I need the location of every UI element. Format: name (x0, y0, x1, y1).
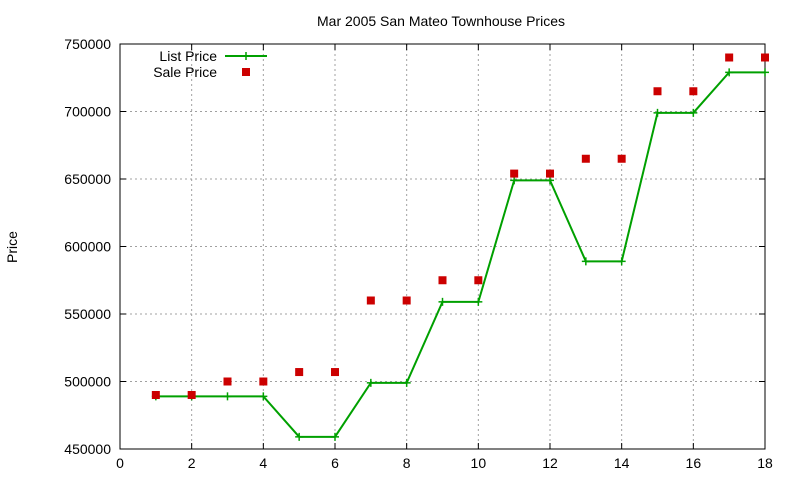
x-tick-label: 8 (403, 455, 411, 471)
y-tick-label: 750000 (64, 36, 111, 52)
legend-label-list-price: List Price (159, 48, 217, 64)
list-price-point (295, 432, 304, 441)
sale-price-point (689, 87, 698, 96)
y-tick-label: 650000 (64, 171, 111, 187)
x-tick-label: 14 (614, 455, 630, 471)
legend-label-sale-price: Sale Price (153, 64, 217, 80)
sale-price-point (474, 276, 483, 285)
list-price-point (546, 176, 554, 185)
sale-price-point (187, 391, 196, 399)
sale-price-point (617, 154, 626, 163)
y-tick-label: 700000 (64, 104, 111, 120)
sale-price-point (223, 377, 232, 386)
list-price-point (725, 68, 734, 77)
sale-price-point (331, 368, 339, 377)
x-tick-label: 12 (542, 455, 558, 471)
list-price-point (617, 257, 626, 266)
list-price-line (155, 71, 765, 438)
chart-title: Mar 2005 San Mateo Townhouse Prices (317, 13, 565, 29)
y-tick-label: 500000 (64, 374, 111, 390)
list-price-point (366, 378, 375, 387)
sale-price-point (402, 296, 411, 305)
y-axis-label: Price (4, 231, 20, 263)
x-tick-label: 16 (686, 455, 702, 471)
y-tick-label: 550000 (64, 306, 111, 322)
sale-price-point (546, 169, 554, 178)
list-price-point (510, 176, 519, 185)
sale-price-point (295, 368, 304, 377)
list-price-point (474, 297, 483, 306)
sale-price-point (151, 391, 160, 399)
list-price-point (761, 68, 769, 77)
list-price-point (438, 297, 447, 306)
list-price-point (689, 108, 698, 117)
sale-price-point (653, 87, 662, 96)
sale-price-point (725, 53, 734, 62)
x-tick-label: 2 (188, 455, 196, 471)
y-tick-label: 450000 (64, 441, 111, 457)
grid-lines (120, 44, 765, 449)
axis-ticks: 0 2 4 6 8 10 12 14 16 18 450000 500000 550000 600000 6… (64, 36, 773, 471)
series-group (151, 53, 769, 441)
list-price-point (653, 108, 662, 117)
sale-price-point (366, 296, 375, 305)
legend-marker-sale-price (242, 68, 250, 76)
x-tick-label: 0 (116, 455, 124, 471)
list-price-point (331, 432, 339, 441)
x-tick-label: 18 (757, 455, 773, 471)
list-price-point (402, 378, 411, 387)
y-tick-label: 600000 (64, 239, 111, 255)
sale-price-point (761, 53, 769, 62)
list-price-point (223, 392, 232, 401)
sale-price-point (259, 377, 268, 386)
list-price-point (581, 257, 590, 266)
x-tick-label: 6 (331, 455, 339, 471)
sale-price-point (581, 154, 590, 163)
list-price-point (259, 392, 268, 401)
sale-price-point (438, 276, 447, 285)
sale-price-point (510, 169, 519, 178)
legend-marker-list-price (242, 52, 250, 60)
x-tick-label: 10 (471, 455, 487, 471)
x-tick-label: 4 (259, 455, 267, 471)
